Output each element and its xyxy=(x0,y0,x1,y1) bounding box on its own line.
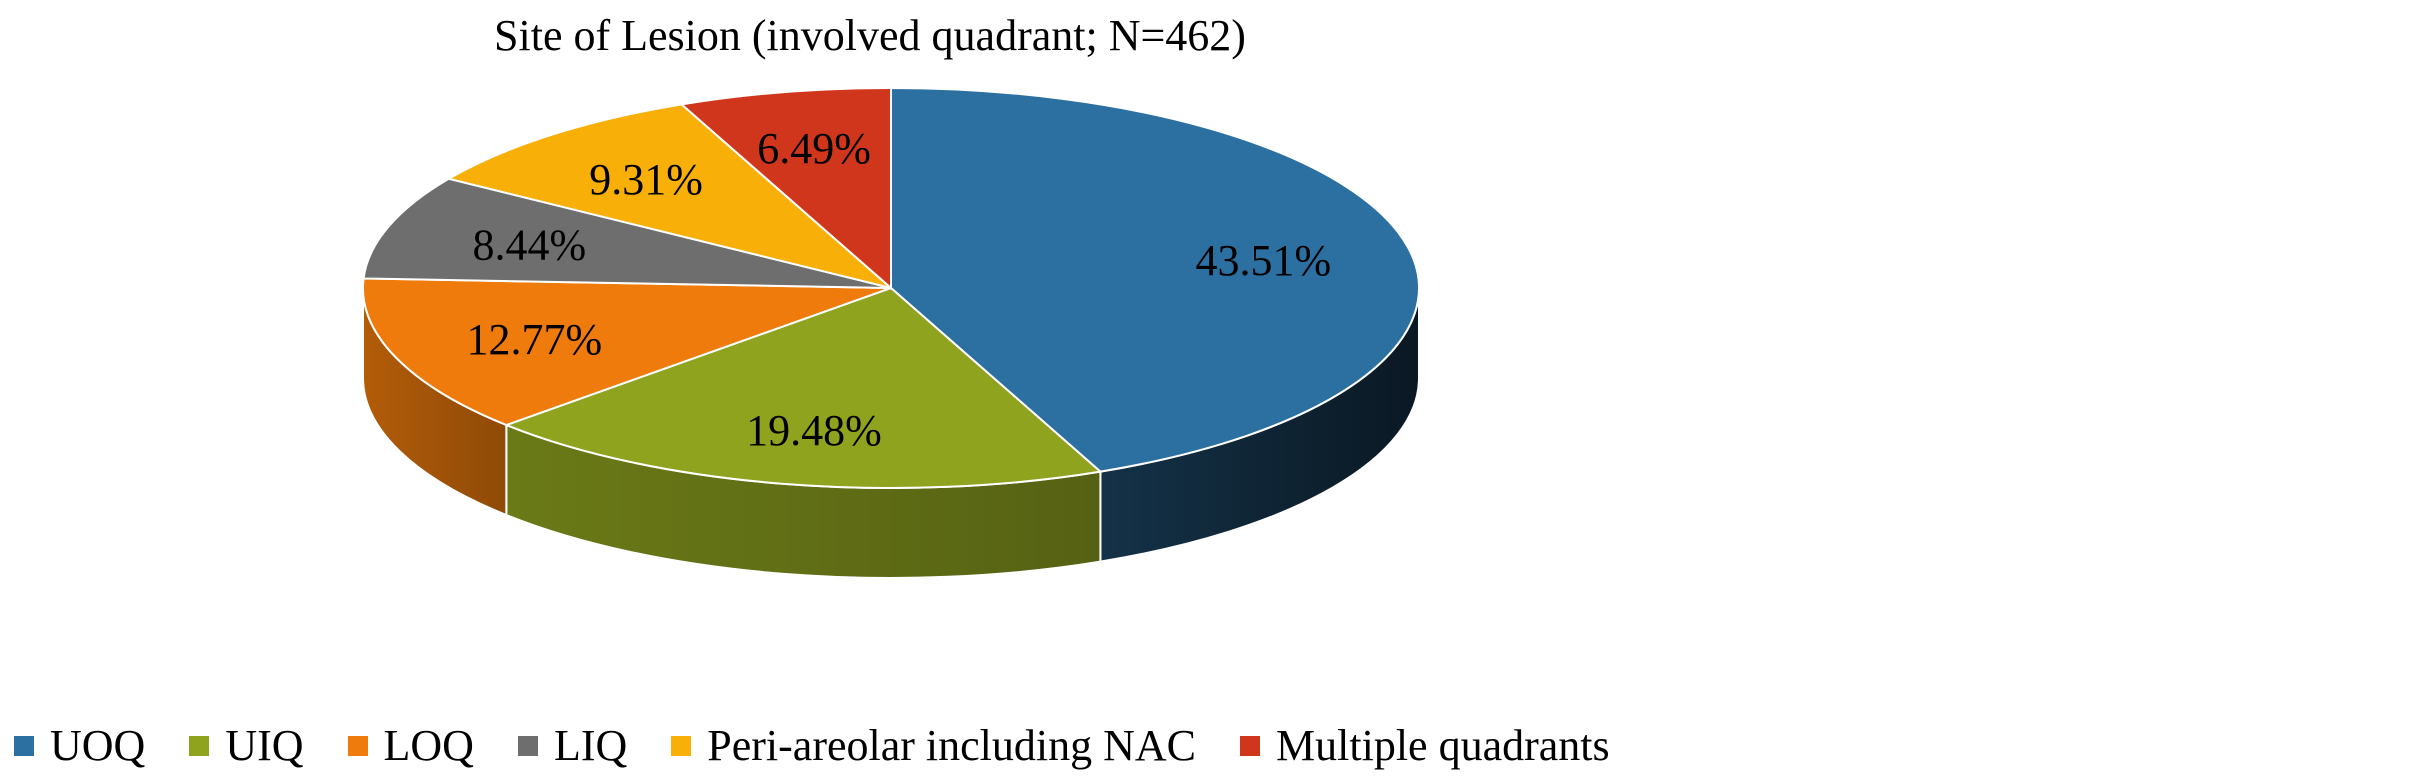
legend-swatch xyxy=(1240,735,1261,756)
legend-item-uoq: UOQ xyxy=(14,720,145,771)
data-label-loq: 12.77% xyxy=(467,315,603,364)
pie-slice-liq xyxy=(362,177,892,289)
legend-item-multiple-quadrants: Multiple quadrants xyxy=(1240,720,1610,771)
legend-item-uiq: UIQ xyxy=(189,720,304,771)
legend-swatch xyxy=(517,735,538,756)
data-label-peri-areolar-including-nac: 9.31% xyxy=(589,155,703,204)
legend-swatch xyxy=(189,735,210,756)
legend-swatch xyxy=(347,735,368,756)
pie-sides xyxy=(362,287,1420,579)
data-labels: 43.51% 19.48% 12.77% 8.44%9.31% 6.49% xyxy=(467,124,1332,455)
pie-slice-multiple-quadrants xyxy=(679,86,892,291)
pie-slice-peri-areolar-including-nac xyxy=(446,103,892,289)
pie-slice-uiq xyxy=(503,286,1103,489)
legend-swatch xyxy=(671,735,692,756)
legend-label: LOQ xyxy=(383,721,474,770)
legend-label: LIQ xyxy=(553,721,628,770)
chart-title: Site of Lesion (involved quadrant; N=462… xyxy=(494,11,1246,60)
legend: UOQ UIQ LOQ LIQ Peri-areolar including NAC Mu… xyxy=(14,720,1654,771)
legend-label: UIQ xyxy=(225,721,304,770)
legend-item-loq: LOQ xyxy=(347,720,474,771)
legend-swatch xyxy=(14,735,34,756)
data-label-multiple-quadrants: 6.49% xyxy=(757,124,871,173)
legend-item-liq: LIQ xyxy=(517,720,628,771)
data-label-uiq: 19.48% xyxy=(746,406,882,455)
data-label-liq: 8.44% xyxy=(472,221,586,270)
pie-slices xyxy=(362,86,1420,489)
legend-item-peri-areolar-including-nac: Peri-areolar including NAC xyxy=(671,720,1196,771)
legend-label: Peri-areolar including NAC xyxy=(707,721,1197,770)
pie-slice-uoq xyxy=(890,86,1420,473)
pie-slice-loq xyxy=(362,277,892,427)
legend-label: Multiple quadrants xyxy=(1276,721,1610,770)
data-label-uoq: 43.51% xyxy=(1195,236,1331,285)
legend-label: UOQ xyxy=(50,721,146,770)
